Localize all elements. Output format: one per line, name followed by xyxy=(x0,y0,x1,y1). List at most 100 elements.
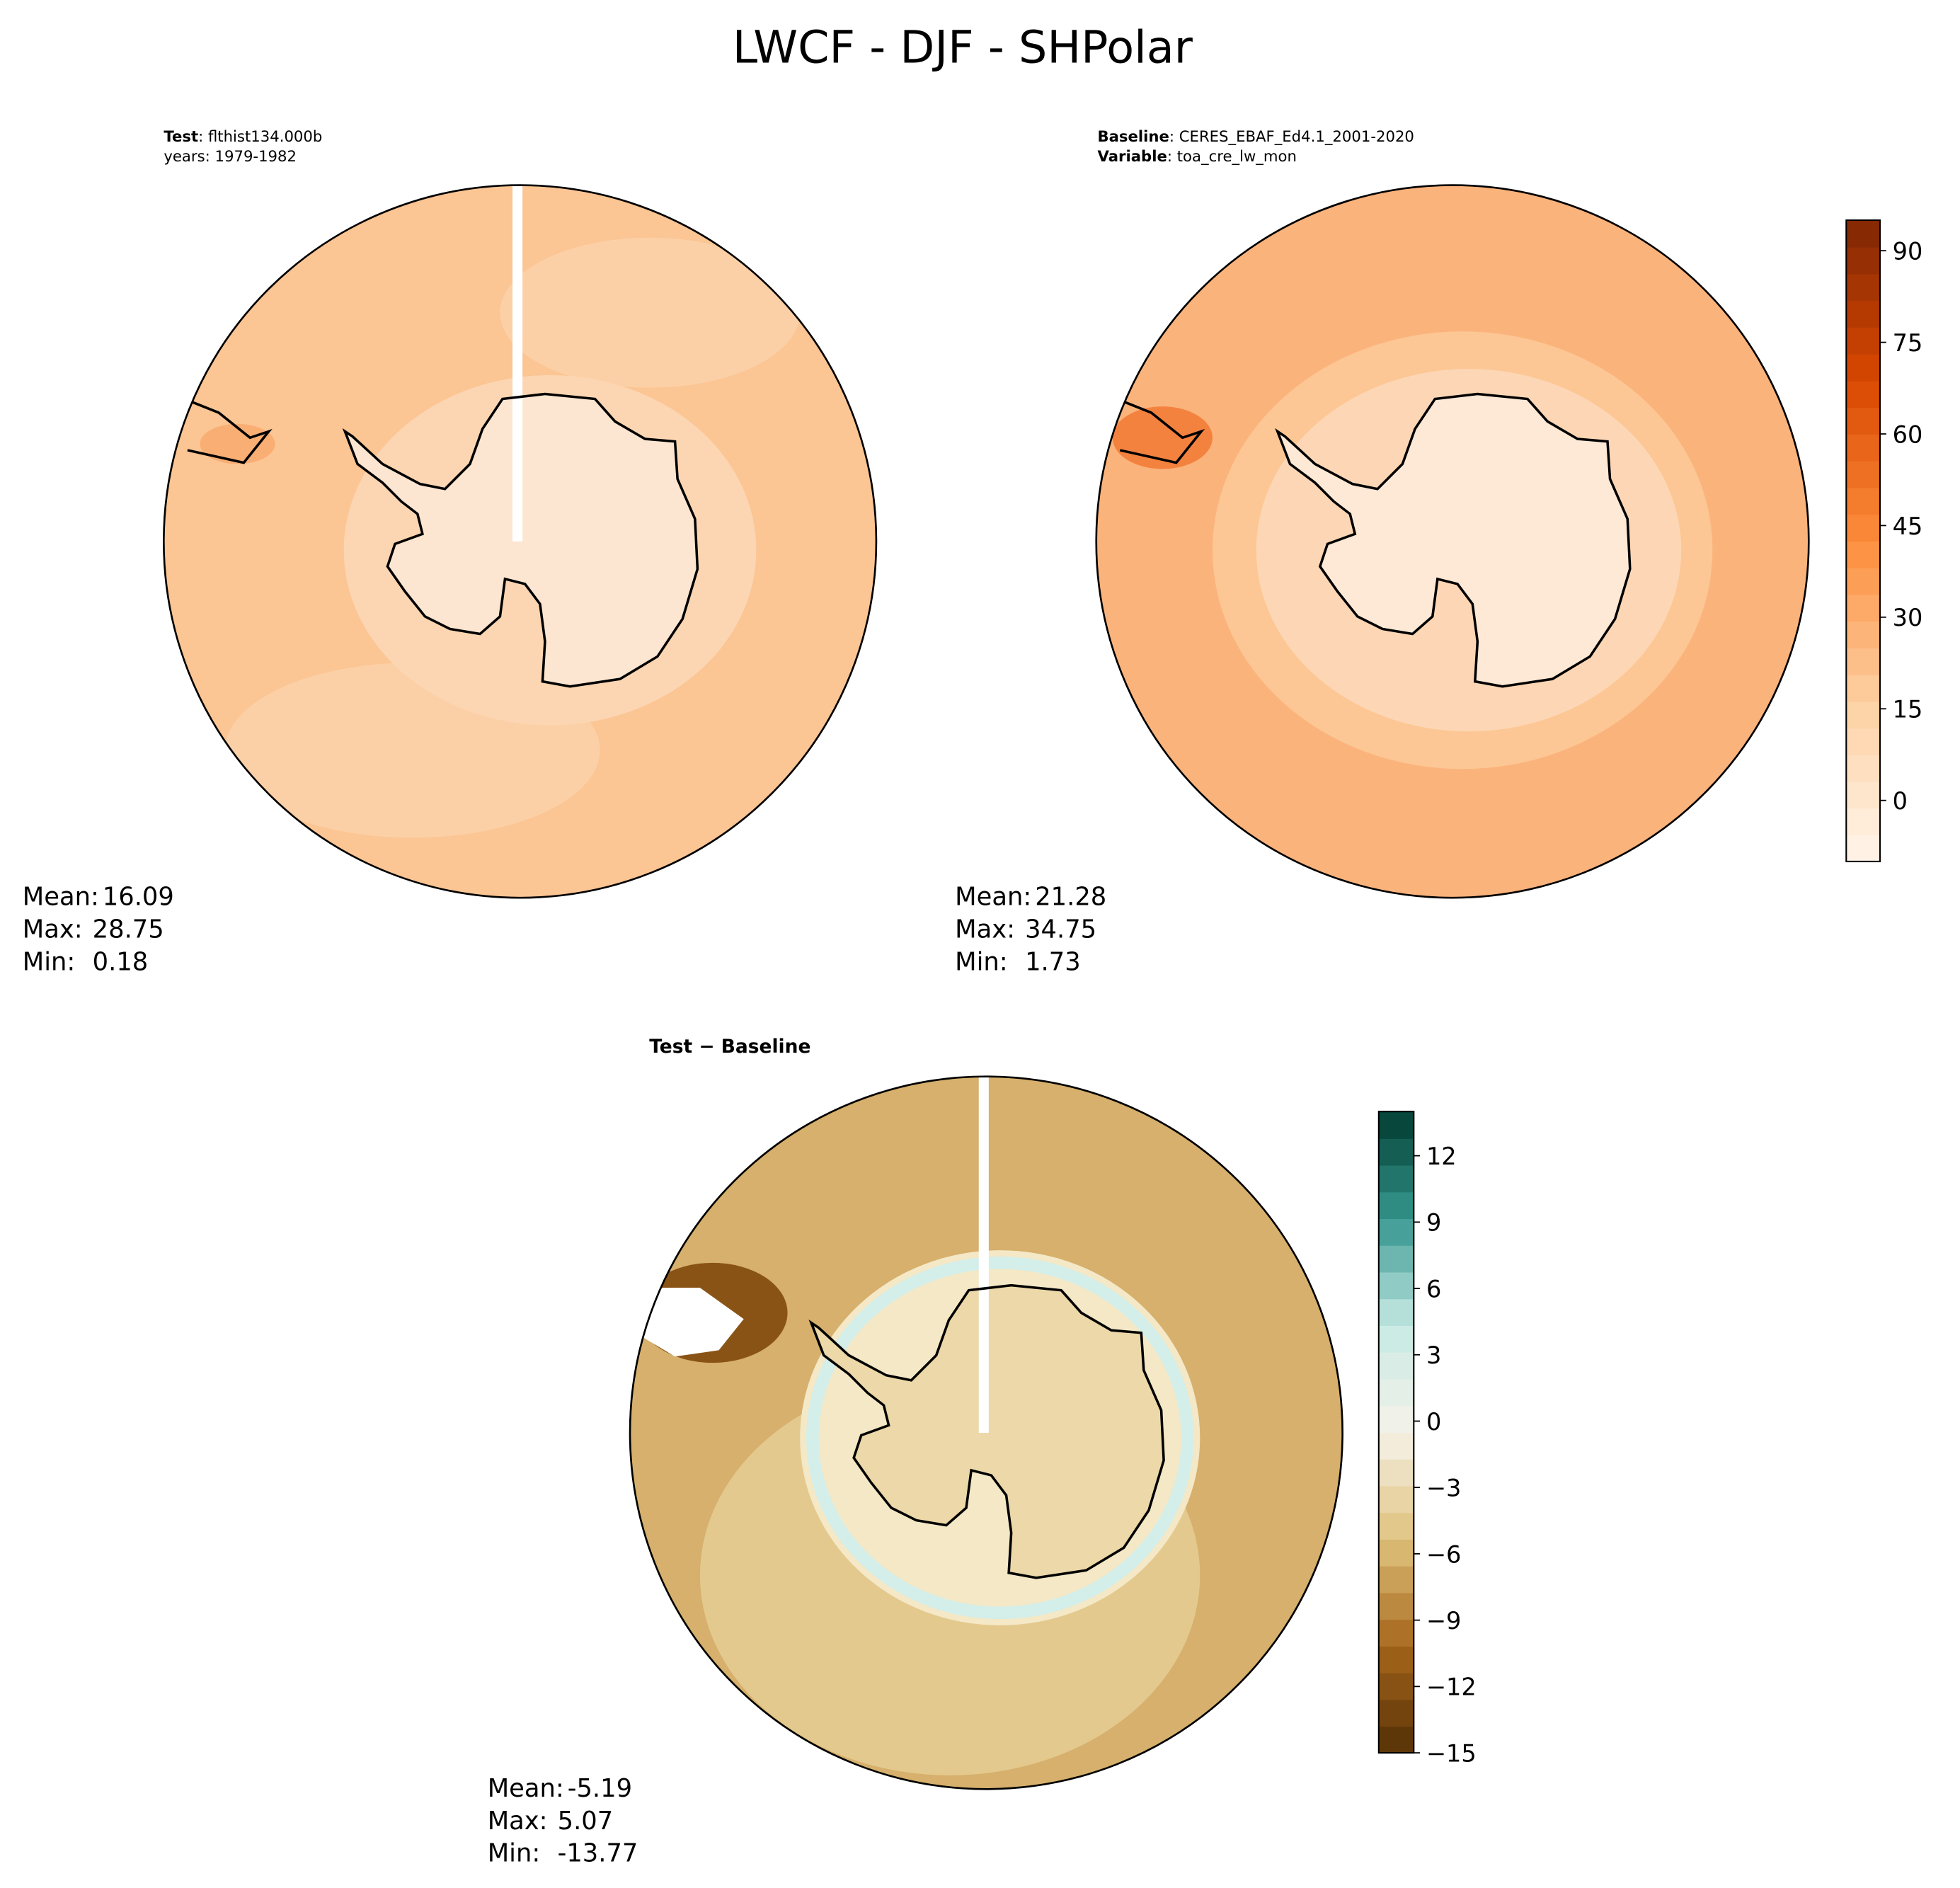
colorbar-level xyxy=(1846,353,1880,382)
stat-value: 16.09 xyxy=(103,883,174,912)
colorbar-level xyxy=(1378,1111,1414,1139)
stat-value: 0.18 xyxy=(93,948,149,977)
colorbar-level xyxy=(1846,701,1880,729)
stat: Max: 5.07 xyxy=(488,1807,613,1836)
colorbar-tick-label: 0 xyxy=(1426,1408,1441,1436)
panel-label: Variable: toa_cre_lw_mon xyxy=(1097,147,1296,165)
colorbar-tick-label: 45 xyxy=(1893,513,1923,540)
stat-label: Min: xyxy=(955,948,1008,977)
stat-label: Mean: xyxy=(23,883,99,912)
colorbar-tick-label: −6 xyxy=(1426,1540,1461,1568)
colorbar-level xyxy=(1378,1138,1414,1166)
colorbar-tick-label: −12 xyxy=(1426,1674,1477,1701)
stat-label: Max: xyxy=(488,1807,548,1836)
stat-label: Mean: xyxy=(488,1774,564,1803)
colorbar-level xyxy=(1846,514,1880,542)
stat-value: 34.75 xyxy=(1025,915,1096,944)
stat: Mean: -5.19 xyxy=(488,1774,632,1803)
colorbar-level xyxy=(1378,1325,1414,1353)
colorbar-level xyxy=(1378,1432,1414,1460)
colorbar-level xyxy=(1846,300,1880,328)
stat-label: Mean: xyxy=(955,883,1031,912)
label-key: Test xyxy=(164,127,198,145)
colorbar-tick-label: 9 xyxy=(1426,1209,1441,1237)
colorbar-tick-label: 90 xyxy=(1893,238,1923,265)
colorbar-level xyxy=(1378,1565,1414,1594)
colorbar-tick-label: 75 xyxy=(1893,329,1923,357)
colorbar-level xyxy=(1846,781,1880,809)
label-key: Variable xyxy=(1097,147,1167,165)
colorbar-level xyxy=(1378,1485,1414,1514)
colorbar-frame xyxy=(1845,219,1881,863)
colorbar-tick-label: 6 xyxy=(1426,1275,1441,1303)
colorbar-level xyxy=(1846,460,1880,488)
colorbar-level xyxy=(1378,1191,1414,1220)
label-text: : CERES_EBAF_Ed4.1_2001-2020 xyxy=(1169,127,1414,145)
colorbar-tick-label: 12 xyxy=(1426,1143,1457,1170)
colorbar-level xyxy=(1378,1165,1414,1193)
stat: Max: 34.75 xyxy=(955,915,1096,944)
colorbar-level xyxy=(1378,1619,1414,1647)
colorbar-tick-label: 0 xyxy=(1893,787,1908,815)
stat: Min: 1.73 xyxy=(955,948,1080,977)
colorbar-level xyxy=(1378,1271,1414,1300)
panel-title: Test − Baseline xyxy=(649,1036,810,1058)
stat-value: -5.19 xyxy=(568,1774,632,1803)
stat-value: 1.73 xyxy=(1025,948,1081,977)
stat-label: Min: xyxy=(23,948,76,977)
colorbar-level xyxy=(1378,1592,1414,1620)
colorbar-tick-label: −3 xyxy=(1426,1475,1461,1502)
colorbar-level xyxy=(1846,487,1880,515)
colorbar-tick-label: −15 xyxy=(1426,1739,1477,1767)
label-text: years: 1979-1982 xyxy=(164,147,297,165)
stat-label: Min: xyxy=(488,1839,541,1868)
colorbar-level xyxy=(1846,835,1880,862)
figure-title: LWCF - DJF - SHPolar xyxy=(733,21,1193,74)
label-key: Baseline xyxy=(1097,127,1169,145)
colorbar-level xyxy=(1378,1672,1414,1700)
label-text: : flthist134.000b xyxy=(198,127,322,145)
colorbar-level xyxy=(1846,647,1880,675)
label-text: : toa_cre_lw_mon xyxy=(1167,147,1297,165)
colorbar-level xyxy=(1846,220,1880,248)
map-boundary xyxy=(163,184,878,899)
colorbar-level xyxy=(1378,1512,1414,1540)
stat-value: 21.28 xyxy=(1035,883,1106,912)
colorbar-tick-label: 60 xyxy=(1893,420,1923,448)
colorbar-level xyxy=(1846,728,1880,755)
colorbar-level xyxy=(1846,327,1880,355)
stat-value: -13.77 xyxy=(558,1839,638,1868)
map-difference xyxy=(630,1076,1343,1790)
colorbar-level xyxy=(1846,407,1880,435)
colorbar-level xyxy=(1378,1539,1414,1567)
map-boundary xyxy=(629,1075,1343,1790)
stat: Min: 0.18 xyxy=(23,948,148,977)
stat: Mean: 21.28 xyxy=(955,883,1106,912)
stat: Mean: 16.09 xyxy=(23,883,174,912)
colorbar-level xyxy=(1378,1245,1414,1273)
map-test xyxy=(164,185,876,898)
colorbar-level xyxy=(1378,1726,1414,1753)
colorbar-tick-label: 30 xyxy=(1893,604,1923,631)
stat: Max: 28.75 xyxy=(23,915,164,944)
colorbar-level xyxy=(1378,1646,1414,1674)
colorbar-level xyxy=(1378,1458,1414,1487)
colorbar-level xyxy=(1378,1218,1414,1246)
colorbar-level xyxy=(1846,380,1880,408)
stat-value: 28.75 xyxy=(93,915,164,944)
colorbar-tick-label: −9 xyxy=(1426,1607,1461,1635)
stat-label: Max: xyxy=(23,915,83,944)
stat: Min: -13.77 xyxy=(488,1839,638,1868)
panel-label: Baseline: CERES_EBAF_Ed4.1_2001-2020 xyxy=(1097,127,1414,145)
panel-label: Test: flthist134.000b xyxy=(164,127,322,145)
colorbar-level xyxy=(1378,1378,1414,1407)
colorbar-level xyxy=(1378,1405,1414,1433)
colorbar-level xyxy=(1378,1351,1414,1380)
colorbar-level xyxy=(1846,621,1880,648)
colorbar-level xyxy=(1378,1699,1414,1727)
map-baseline xyxy=(1096,185,1809,898)
panel-label: years: 1979-1982 xyxy=(164,147,297,165)
colorbar-level xyxy=(1378,1298,1414,1326)
colorbar-level xyxy=(1846,567,1880,595)
